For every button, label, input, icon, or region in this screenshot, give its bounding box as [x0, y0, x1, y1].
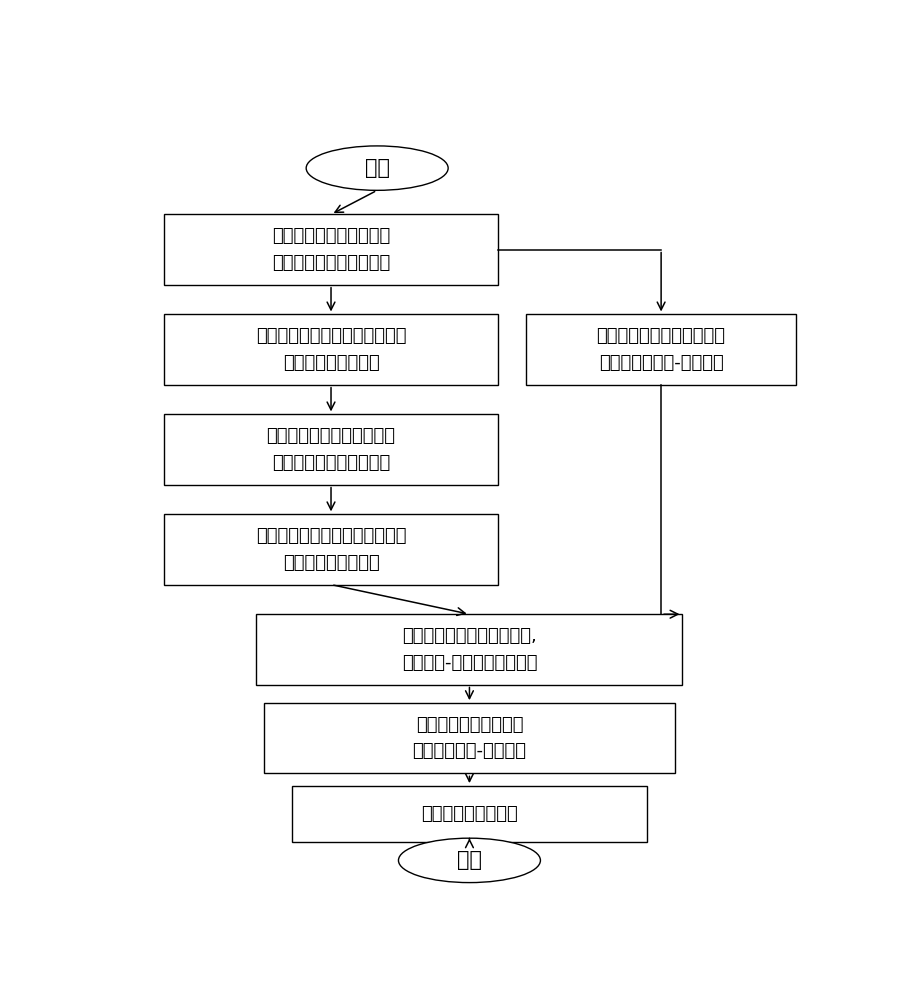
Ellipse shape: [306, 146, 448, 190]
Text: 计算待测物体的绝对相
位并代入高度-相位公式: 计算待测物体的绝对相 位并代入高度-相位公式: [412, 716, 527, 760]
Text: 将至少两个高度已知但不相
同的标准块置于参考面上: 将至少两个高度已知但不相 同的标准块置于参考面上: [267, 427, 396, 472]
FancyBboxPatch shape: [164, 514, 498, 585]
FancyBboxPatch shape: [292, 786, 647, 842]
Text: 由位置关系建立系统模型，
推导物点的高度-相位关系: 由位置关系建立系统模型， 推导物点的高度-相位关系: [596, 327, 725, 372]
FancyBboxPatch shape: [256, 614, 682, 685]
Text: 结束: 结束: [457, 850, 482, 870]
FancyBboxPatch shape: [264, 703, 675, 773]
FancyBboxPatch shape: [526, 314, 796, 385]
FancyBboxPatch shape: [164, 414, 498, 485]
Text: 开始: 开始: [365, 158, 389, 178]
Text: 使用相移算法和格雷码相结合，
求参考面的绝对相位: 使用相移算法和格雷码相结合， 求参考面的绝对相位: [256, 327, 407, 372]
FancyBboxPatch shape: [164, 214, 498, 285]
FancyBboxPatch shape: [164, 314, 498, 385]
Text: 计算物体的高度分布: 计算物体的高度分布: [421, 805, 518, 823]
Text: 调整投影仪和摄像机的位
置，使两镜头的纵轴平行: 调整投影仪和摄像机的位 置，使两镜头的纵轴平行: [272, 227, 390, 272]
Text: 使用相移算法和格雷码相结合，
求标准块的绝对相位: 使用相移算法和格雷码相结合， 求标准块的绝对相位: [256, 527, 407, 572]
Ellipse shape: [398, 838, 540, 883]
Text: 利用标准块的高度值和相位,
拟合高度-相位公式中的系数: 利用标准块的高度值和相位, 拟合高度-相位公式中的系数: [402, 627, 537, 672]
